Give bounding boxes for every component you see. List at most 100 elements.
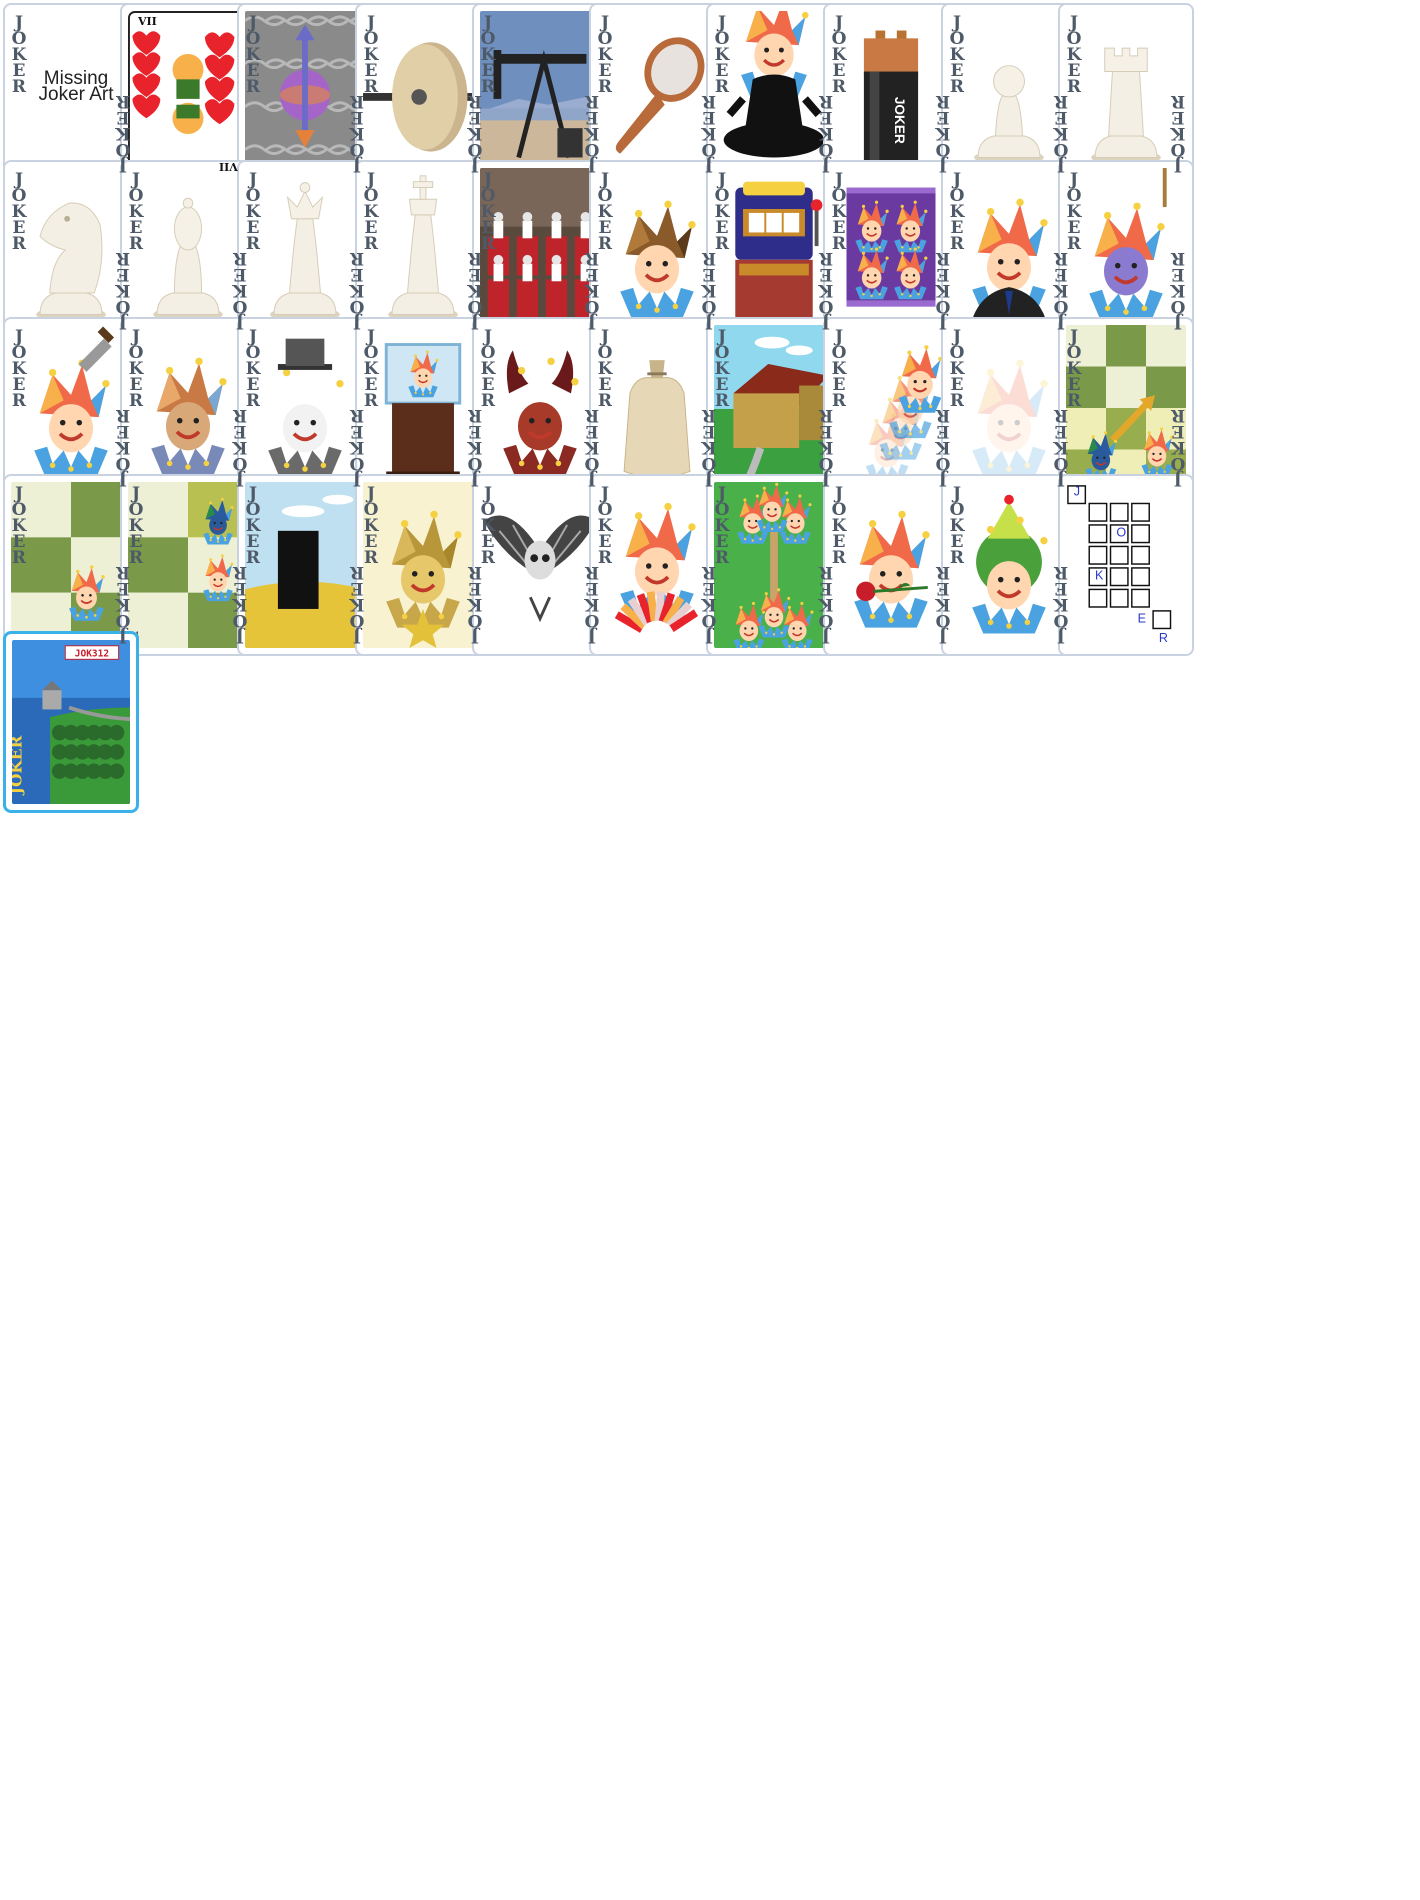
- card-label-top: JOKER: [831, 170, 847, 254]
- joker-card-purple-package[interactable]: JOKER JOKER: [823, 160, 959, 342]
- battery-art: JOKER: [831, 11, 951, 177]
- joker-card-marching-band[interactable]: JOKER JOKER: [472, 160, 608, 342]
- house-art: [714, 325, 834, 491]
- joker-card-meditating-jester[interactable]: JOKER JOKER: [706, 3, 842, 185]
- corner-rank-top: VII: [138, 15, 157, 28]
- winged-skull-art: [480, 482, 600, 648]
- joker-card-millstone[interactable]: JOKER JOKER: [355, 3, 491, 185]
- joker-card-gold-jester[interactable]: JOKER JOKER: [355, 474, 491, 656]
- joker-card-chess-queen[interactable]: JOKER JOKER: [237, 160, 373, 342]
- jester-fan-art: [597, 482, 717, 648]
- card-label-top: JOKER: [714, 13, 730, 97]
- card-label-bottom: JOKER: [935, 248, 951, 332]
- chess-knight-art: [11, 168, 131, 334]
- joker-card-devil-jester[interactable]: JOKER JOKER: [472, 317, 608, 499]
- card-label-top: JOKER: [714, 484, 730, 568]
- joker-card-rose-jester[interactable]: JOKER JOKER: [823, 474, 959, 656]
- card-label-bottom: JOKER: [1170, 91, 1186, 175]
- joker-card-chess-move-jester[interactable]: JOKER JOKER: [1058, 317, 1194, 499]
- devil-jester-art: [480, 325, 600, 491]
- crossword-letter: K: [1095, 569, 1104, 583]
- card-label-top: JOKER: [714, 327, 730, 411]
- joker-card-arrow-globe[interactable]: JOKER JOKER: [237, 3, 373, 185]
- card-label-bottom: JOKER: [935, 562, 951, 646]
- monolith-art: [245, 482, 365, 648]
- chess-board-two-jesters-art: 54: [128, 482, 248, 648]
- joker-card-melon-jester[interactable]: JOKER JOKER: [941, 474, 1077, 656]
- joker-card-chess-knight[interactable]: JOKER JOKER: [3, 160, 139, 342]
- marching-band-art: [480, 168, 600, 334]
- crossword-letter: J: [1074, 485, 1080, 499]
- card-label-top: JOKER: [714, 170, 730, 254]
- joker-card-suit-jester[interactable]: JOKER JOKER: [941, 160, 1077, 342]
- card-label-top: JOKER: [480, 484, 496, 568]
- joker-card-sack[interactable]: JOKER JOKER: [589, 317, 725, 499]
- card-label-bottom: JOKER: [1053, 562, 1069, 646]
- joker-card-bronze-jester[interactable]: JOKER JOKER: [120, 317, 256, 499]
- joker-card-chess-bishop[interactable]: JOKER JOKER: [120, 160, 256, 342]
- card-label-top: JOKER: [245, 170, 261, 254]
- card-label-top: JOKER: [245, 13, 261, 97]
- chess-king-art: [363, 168, 483, 334]
- card-label-top: JOKER: [597, 13, 613, 97]
- joker-card-missing[interactable]: JOKER JOKER Missing Joker Art: [3, 3, 139, 185]
- card-label-top: JOKER: [480, 13, 496, 97]
- card-label-top: JOKER: [1066, 327, 1082, 411]
- joker-card-chess-king[interactable]: JOKER JOKER: [355, 160, 491, 342]
- joker-card-house[interactable]: JOKER JOKER: [706, 317, 842, 499]
- joker-card-slot-machine[interactable]: JOKER JOKER: [706, 160, 842, 342]
- millstone-art: [363, 11, 483, 177]
- hearts-seven-art: [128, 11, 248, 177]
- joker-card-brown-jester[interactable]: JOKER JOKER: [589, 160, 725, 342]
- card-label-top: JOKER: [949, 170, 965, 254]
- card-label-bottom: JOKER: [1053, 91, 1069, 175]
- card-label-bottom: JOKER: [584, 405, 600, 489]
- card-label-bottom: JOKER: [467, 248, 483, 332]
- joker-card-tophat-jester[interactable]: JOKER JOKER: [237, 317, 373, 499]
- card-label-bottom: JOKER: [584, 562, 600, 646]
- chess-rook-art: [1066, 11, 1186, 177]
- joker-card-chess-board-jester[interactable]: 54JOKER JOKER: [3, 474, 139, 656]
- joker-card-knife-jester[interactable]: JOKER JOKER: [3, 317, 139, 499]
- card-label-bottom: JOKER: [467, 405, 483, 489]
- joker-card-hanging-jester[interactable]: JOKER JOKER: [1058, 160, 1194, 342]
- card-label-top: JOKER: [949, 327, 965, 411]
- card-label-top: JOKER: [245, 484, 261, 568]
- sign-text: JOKER: [12, 735, 25, 796]
- joker-card-chess-board-two-jesters[interactable]: 54JOKER JOKER: [120, 474, 256, 656]
- faded-jester-art: [949, 325, 1069, 491]
- card-label-bottom: JOKER: [818, 248, 834, 332]
- suit-jester-art: [949, 168, 1069, 334]
- joker-card-chess-pawn[interactable]: JOKER JOKER: [941, 3, 1077, 185]
- joker-card-battery[interactable]: JOKER JOKER JOKER: [823, 3, 959, 185]
- card-label-bottom: JOKER: [349, 405, 365, 489]
- landscape-art: JOK312 JOKER: [12, 640, 130, 804]
- card-label-bottom: JOKER: [584, 248, 600, 332]
- joker-card-jester-fan[interactable]: JOKER JOKER: [589, 474, 725, 656]
- card-label-bottom: JOKER: [232, 248, 248, 332]
- joker-card-monolith[interactable]: JOKER JOKER: [237, 474, 373, 656]
- card-label-top: JOKER: [831, 13, 847, 97]
- joker-card-jester-display-case[interactable]: JOKER JOKER: [355, 317, 491, 499]
- card-label-top: JOKER: [597, 170, 613, 254]
- slot-machine-art: [714, 168, 834, 334]
- joker-card-landscape[interactable]: JOK312JOKERJOKERJOKER: [3, 631, 139, 813]
- joker-card-jester-cascade[interactable]: JOKER JOKER: [823, 317, 959, 499]
- battery-text: JOKER: [892, 97, 907, 144]
- banner-text: JOK312: [75, 648, 109, 659]
- hand-mirror-art: [597, 11, 717, 177]
- joker-card-winged-skull[interactable]: JOKER JOKER: [472, 474, 608, 656]
- card-label-bottom: JOKER: [115, 562, 131, 646]
- card-label-top: JOKER: [831, 327, 847, 411]
- joker-card-jester-tree[interactable]: JOKER JOKER: [706, 474, 842, 656]
- bronze-jester-art: [128, 325, 248, 491]
- joker-card-oil-pump[interactable]: JOKER JOKER: [472, 3, 608, 185]
- joker-card-faded-jester[interactable]: JOKER JOKER: [941, 317, 1077, 499]
- card-label-top: JOKER: [128, 327, 144, 411]
- joker-card-hand-mirror[interactable]: JOKER JOKER: [589, 3, 725, 185]
- chess-board-jester-art: 54: [11, 482, 131, 648]
- joker-card-chess-rook[interactable]: JOKER JOKER: [1058, 3, 1194, 185]
- brown-jester-art: [597, 168, 717, 334]
